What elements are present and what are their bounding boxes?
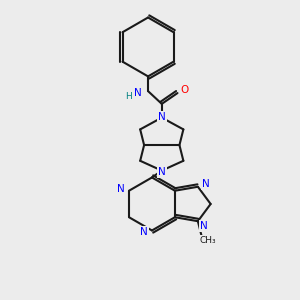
Text: N: N xyxy=(158,167,166,177)
Text: N: N xyxy=(134,88,142,98)
Text: N: N xyxy=(158,112,166,122)
Text: CH₃: CH₃ xyxy=(200,236,216,245)
Text: O: O xyxy=(180,85,188,95)
Text: N: N xyxy=(140,227,148,237)
Text: N: N xyxy=(117,184,125,194)
Text: N: N xyxy=(200,221,208,231)
Text: N: N xyxy=(202,179,210,189)
Text: H: H xyxy=(125,92,132,100)
